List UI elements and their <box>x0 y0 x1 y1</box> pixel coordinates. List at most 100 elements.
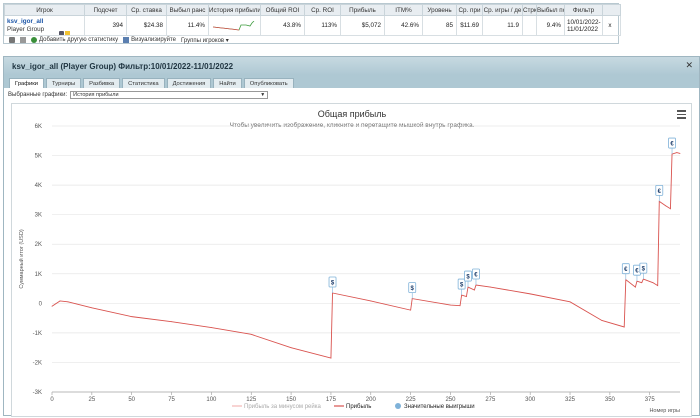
tab-1[interactable]: Турниры <box>46 78 82 88</box>
big-win-flag[interactable] <box>457 278 466 290</box>
big-win-flag[interactable] <box>328 276 337 288</box>
big-win-flag-label: € <box>670 142 674 148</box>
big-win-flag-label: $ <box>460 283 464 289</box>
column-header[interactable]: Фильтр <box>564 4 603 16</box>
visualize-button[interactable]: Визуализируйте <box>123 37 176 43</box>
column-header[interactable]: История прибыли <box>208 4 261 16</box>
tab-4[interactable]: Достижения <box>166 78 212 88</box>
summary-data-row[interactable]: ksv_igor_all Player Group 394 $24.38 11.… <box>4 15 621 36</box>
big-win-flag[interactable] <box>621 263 630 275</box>
player-group-label: Player Group <box>7 25 45 33</box>
profit-point <box>67 301 69 303</box>
profit-point <box>466 296 467 297</box>
column-header[interactable]: Уровень <box>422 4 457 16</box>
column-header[interactable]: Ср. игры / де <box>482 4 523 16</box>
column-header[interactable]: Ср. ROI <box>304 4 341 16</box>
legend-rake-label: Прибыль за минусом рейка <box>244 403 322 410</box>
x-tick-label: 200 <box>366 397 377 403</box>
x-tick-label: 0 <box>50 397 54 403</box>
y-tick-label: -3K <box>33 390 42 396</box>
x-tick-label: 375 <box>645 397 656 403</box>
avg-games-day-cell: 11.9 <box>482 15 523 36</box>
y-tick-label: 2K <box>35 242 42 248</box>
tab-5[interactable]: Найти <box>213 78 242 88</box>
player-name-link[interactable]: ksv_igor_all <box>7 17 44 25</box>
profit-point <box>529 293 531 295</box>
profit-point <box>210 327 212 328</box>
x-tick-label: 275 <box>485 397 496 403</box>
column-header[interactable]: Выбыл по: <box>536 4 565 16</box>
x-tick-label: 125 <box>246 397 257 403</box>
profit-point <box>250 333 252 335</box>
x-tick-label: 175 <box>326 397 337 403</box>
column-header[interactable]: Ср. при <box>456 4 483 16</box>
big-win-flag-label: € <box>635 269 639 275</box>
tab-0[interactable]: Графики <box>9 78 45 88</box>
chart-select[interactable]: История прибыли ▼ <box>70 91 269 99</box>
lock-icon[interactable] <box>59 31 64 35</box>
profit-sparkline[interactable] <box>213 20 255 31</box>
summary-actions: Добавить другую статистику Визуализируйт… <box>4 36 618 44</box>
y-tick-label: 4K <box>35 183 42 189</box>
close-icon[interactable]: ✕ <box>685 60 693 70</box>
legend-profit-label: Прибыль <box>346 404 371 410</box>
big-win-flag[interactable] <box>472 268 480 280</box>
profit-point <box>641 282 643 284</box>
profit-series-line <box>51 152 681 359</box>
filter-cell: 10/01/2022- 11/01/2022 <box>564 15 603 36</box>
big-win-flag-label: $ <box>331 280 335 286</box>
trash-action[interactable] <box>9 37 15 43</box>
column-header[interactable]: Игрок <box>4 4 85 16</box>
column-header[interactable]: ITM% <box>384 4 423 16</box>
player-icons <box>59 31 71 35</box>
menu-icon[interactable] <box>677 110 686 121</box>
streak-cell <box>522 15 537 36</box>
chart-container[interactable]: Общая прибыль Чтобы увеличить изображение… <box>11 103 692 417</box>
column-header[interactable]: Подсчет <box>84 4 127 16</box>
player-cell[interactable]: ksv_igor_all Player Group <box>4 15 85 36</box>
big-win-flag-label: $ <box>411 286 415 292</box>
checkbox-icon <box>20 37 26 43</box>
remove-row-button[interactable]: x <box>602 15 621 36</box>
tab-6[interactable]: Опубликовать <box>243 78 294 88</box>
select-action[interactable] <box>20 37 26 43</box>
profit-point <box>670 208 671 210</box>
y-tick-label: 0 <box>39 301 43 307</box>
profit-cell: $5,072 <box>340 15 385 36</box>
tab-2[interactable]: Разбивка <box>83 78 121 88</box>
window-header: ksv_igor_all (Player Group) Фильтр:10/01… <box>4 57 699 75</box>
y-axis-label: Суммарный итог (USD) <box>18 229 25 288</box>
profit-chart[interactable]: Общая прибыль Чтобы увеличить изображение… <box>12 104 693 418</box>
player-groups-dropdown[interactable]: Группы игроков ▾ <box>181 37 229 44</box>
itm-cell: 42.6% <box>384 15 423 36</box>
out-by-cell: 9.4% <box>536 15 565 36</box>
profit-point <box>473 289 475 291</box>
column-header[interactable]: Прибыль <box>340 4 385 16</box>
column-header[interactable]: Общий ROI <box>260 4 305 16</box>
legend-bigwin-swatch <box>395 403 401 409</box>
tab-3[interactable]: Статистика <box>122 78 165 88</box>
visualize-label: Визуализируйте <box>131 37 176 43</box>
profit-history-sparkline-cell[interactable] <box>208 15 261 36</box>
profit-point <box>330 357 332 359</box>
summary-header-row: Игрок Подсчет Ср. ставка Выбыл ранс История … <box>4 4 621 16</box>
profit-point <box>652 282 654 284</box>
y-tick-label: 3K <box>35 213 42 219</box>
legend-bigwin-label: Значительные выигрыши <box>404 404 475 410</box>
big-win-flag[interactable] <box>408 282 417 294</box>
column-header[interactable]: Стрк <box>522 4 537 16</box>
big-win-flag[interactable] <box>655 184 664 196</box>
add-stats-button[interactable]: Добавить другую статистику <box>31 37 118 43</box>
big-win-flag[interactable] <box>464 270 472 282</box>
big-win-flag[interactable] <box>668 137 676 149</box>
big-win-flag[interactable] <box>639 262 648 274</box>
x-tick-label: 150 <box>286 397 297 403</box>
note-icon[interactable] <box>65 31 70 35</box>
x-tick-label: 75 <box>168 397 175 403</box>
summary-table: Игрок Подсчет Ср. ставка Выбыл ранс История … <box>4 4 621 36</box>
total-roi-cell: 43.8% <box>260 15 305 36</box>
column-header[interactable]: Ср. ставка <box>126 4 167 16</box>
column-header[interactable]: Выбыл ранс <box>166 4 209 16</box>
early-out-cell: 11.4% <box>166 15 209 36</box>
x-tick-label: 25 <box>89 397 96 403</box>
